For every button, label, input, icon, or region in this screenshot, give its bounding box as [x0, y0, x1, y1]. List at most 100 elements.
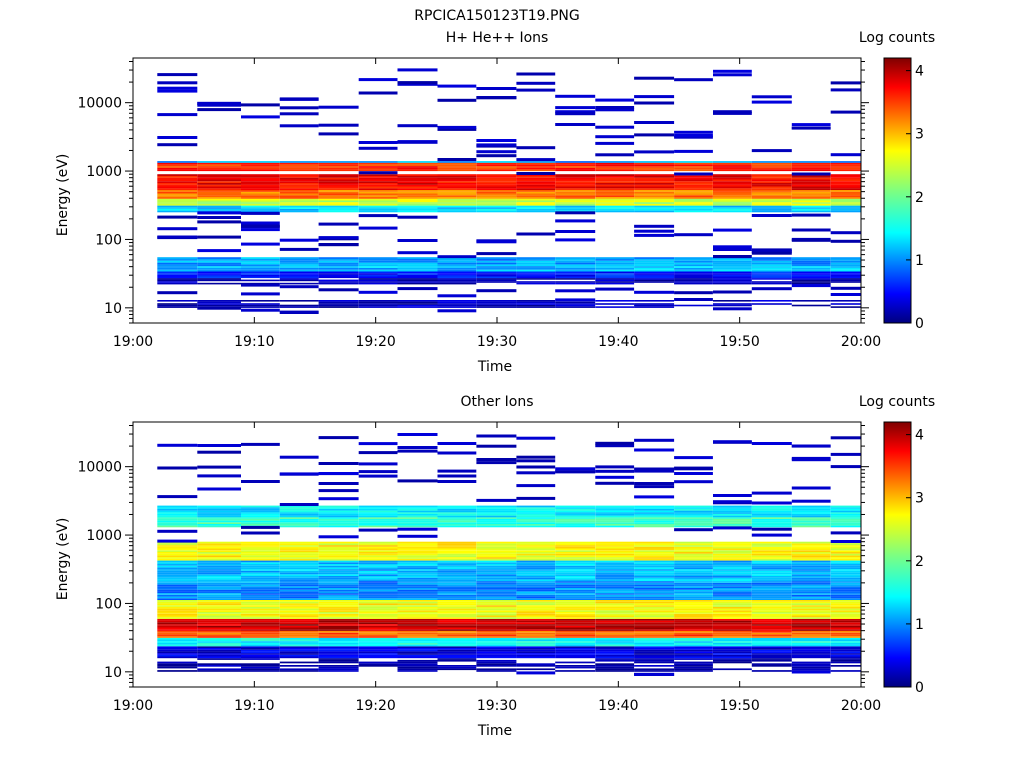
spectrogram-cell — [241, 584, 280, 587]
spectrogram-cell — [397, 174, 438, 176]
spectrogram-cell — [634, 179, 675, 182]
spectrogram-cell — [674, 546, 713, 549]
spectrogram-cell — [358, 550, 398, 552]
spectrogram-cell — [516, 613, 556, 616]
spectrogram-cell — [830, 161, 861, 163]
spectrogram-cell — [397, 184, 438, 187]
x-tick-label: 19:00 — [113, 698, 153, 714]
spectrogram-cell — [197, 591, 241, 594]
spectrogram-cell — [157, 670, 198, 672]
spectrogram-cell — [197, 646, 241, 648]
spectrogram-cell — [595, 183, 635, 185]
spectrogram-cell — [197, 581, 241, 583]
spectrogram-cell — [197, 637, 241, 640]
spectrogram-cell — [634, 181, 675, 183]
spectrogram-cell — [634, 672, 675, 676]
spectrogram-cell — [674, 642, 713, 645]
spectrogram-cell — [157, 663, 198, 665]
spectrogram-cell — [595, 649, 635, 652]
spectrogram-cell — [279, 576, 319, 578]
spectrogram-cell — [241, 608, 280, 611]
spectrogram-cell — [830, 266, 861, 268]
spectrogram-cell — [157, 589, 198, 592]
spectrogram-cell — [830, 452, 861, 456]
spectrogram-cell — [241, 210, 280, 213]
spectrogram-cell — [713, 646, 752, 648]
spectrogram-cell — [397, 601, 438, 604]
spectrogram-cell — [476, 572, 517, 575]
spectrogram-cell — [516, 572, 556, 575]
spectrogram-cell — [318, 200, 359, 203]
spectrogram-cell — [279, 179, 319, 182]
spectrogram-cell — [555, 166, 596, 168]
spectrogram-cell — [595, 184, 635, 187]
spectrogram-cell — [634, 300, 675, 302]
spectrogram-cell — [358, 586, 398, 588]
spectrogram-cell — [241, 308, 280, 312]
spectrogram-cell — [279, 624, 319, 626]
spectrogram-cell — [318, 658, 359, 660]
spectrogram-cell — [791, 505, 831, 508]
spectrogram-cell — [241, 195, 280, 197]
spectrogram-cell — [241, 264, 280, 267]
spectrogram-cell — [358, 167, 398, 170]
spectrogram-cell — [555, 564, 596, 566]
spectrogram-cell — [318, 579, 359, 582]
spectrogram-cell — [791, 179, 831, 182]
spectrogram-cell — [516, 591, 556, 594]
spectrogram-cell — [674, 627, 713, 630]
spectrogram-cell — [634, 670, 675, 672]
spectrogram-cell — [713, 661, 752, 664]
spectrogram-cell — [437, 581, 477, 583]
spectrogram-cell — [634, 658, 675, 660]
spectrogram-cell — [241, 648, 280, 650]
spectrogram-cell — [241, 508, 280, 511]
spectrogram-cell — [516, 512, 556, 514]
spectrogram-cell — [713, 262, 752, 265]
spectrogram-cell — [516, 167, 556, 170]
spectrogram-cell — [241, 629, 280, 631]
spectrogram-cell — [358, 624, 398, 626]
spectrogram-cell — [358, 183, 398, 185]
spectrogram-cell — [516, 596, 556, 599]
spectrogram-cell — [358, 525, 398, 528]
spectrogram-cell — [516, 552, 556, 554]
spectrogram-cell — [791, 195, 831, 197]
spectrogram-cell — [791, 582, 831, 585]
spectrogram-cell — [751, 574, 792, 576]
spectrogram-cell — [358, 600, 398, 602]
spectrogram-cell — [555, 589, 596, 592]
spectrogram-cell — [437, 641, 477, 643]
spectrogram-cell — [713, 577, 752, 580]
spectrogram-cell — [476, 588, 517, 590]
spectrogram-cell — [516, 436, 556, 440]
spectrogram-cell — [157, 89, 198, 93]
spectrogram-cell — [476, 259, 517, 261]
spectrogram-cell — [674, 480, 713, 484]
spectrogram-cell — [751, 169, 792, 172]
spectrogram-cell — [674, 589, 713, 592]
spectrogram-cell — [358, 528, 398, 532]
spectrogram-cell — [674, 637, 713, 640]
spectrogram-cell — [516, 88, 556, 92]
spectrogram-cell — [157, 193, 198, 196]
spectrogram-cell — [595, 565, 635, 568]
spectrogram-cell — [516, 301, 556, 304]
spectrogram-cell — [157, 291, 198, 295]
spectrogram-cell — [751, 579, 792, 582]
spectrogram-cell — [318, 188, 359, 190]
spectrogram-cell — [358, 637, 398, 640]
colorbar-tick-label: 4 — [915, 428, 924, 444]
spectrogram-cell — [279, 651, 319, 654]
spectrogram-cell — [674, 507, 713, 509]
spectrogram-cell — [595, 205, 635, 208]
spectrogram-cell — [279, 584, 319, 587]
spectrogram-cell — [751, 589, 792, 592]
spectrogram-cell — [713, 612, 752, 614]
spectrogram-cell — [318, 264, 359, 267]
spectrogram-cell — [279, 190, 319, 192]
spectrogram-cell — [595, 606, 635, 609]
spectrogram-cell — [713, 271, 752, 274]
spectrogram-cell — [634, 467, 675, 471]
spectrogram-cell — [751, 557, 792, 559]
